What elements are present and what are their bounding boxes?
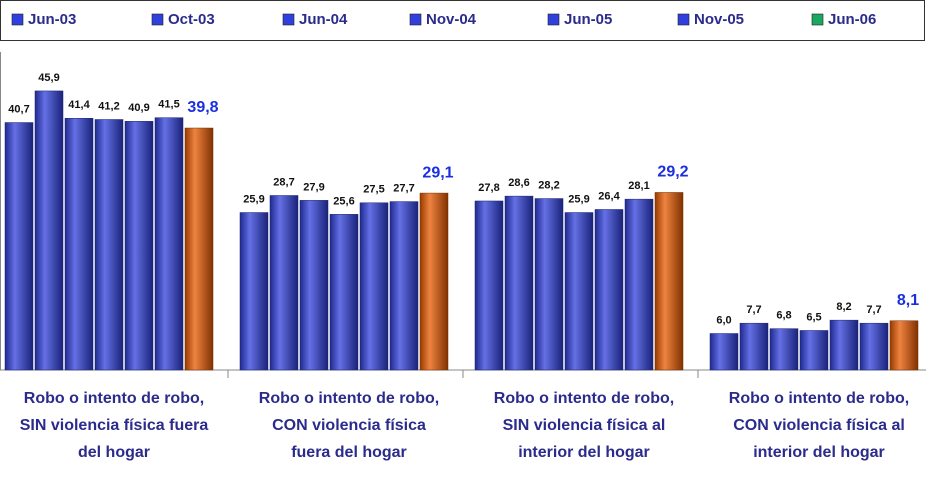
bar: [654, 192, 684, 371]
bar: [769, 328, 799, 371]
bar: [739, 322, 769, 371]
bar: [269, 195, 299, 371]
bar: [184, 127, 214, 371]
value-label: 28,1: [628, 180, 649, 192]
value-label: 7,7: [746, 304, 761, 316]
value-label: 28,2: [538, 179, 559, 191]
x-tick-label: Robo o intento de robo, SIN violencia fí…: [493, 390, 675, 461]
x-tick-label: Robo o intento de robo, SIN violencia fí…: [19, 390, 209, 461]
x-tick-label: Robo o intento de robo, CON violencia fí…: [728, 390, 910, 461]
bar: [799, 330, 829, 371]
bar: [389, 201, 419, 371]
bar: [419, 192, 449, 371]
bar: [889, 320, 919, 371]
bar: [594, 209, 624, 371]
bar: [299, 200, 329, 371]
value-label: 6,5: [806, 311, 821, 323]
value-label: 8,1: [897, 292, 919, 309]
bar: [474, 200, 504, 371]
category-label-box: Robo o intento de robo, SIN violencia fí…: [19, 390, 209, 461]
bar: [94, 119, 124, 371]
legend-marker: [811, 13, 824, 26]
value-label: 6,0: [716, 314, 731, 326]
value-label: 6,8: [776, 310, 791, 322]
value-label: 8,2: [836, 301, 851, 313]
bar: [504, 195, 534, 371]
value-label: 41,4: [68, 99, 90, 111]
value-label: 25,9: [243, 193, 264, 205]
value-label: 29,1: [422, 164, 453, 181]
value-label: 7,7: [866, 304, 881, 316]
value-label: 45,9: [38, 72, 59, 84]
category-label-box: Robo o intento de robo, SIN violencia fí…: [493, 390, 675, 461]
value-label: 39,8: [187, 99, 218, 116]
bar: [4, 122, 34, 371]
value-label: 26,4: [598, 190, 620, 202]
value-label: 25,6: [333, 195, 354, 207]
bar: [709, 333, 739, 371]
legend-marker: [547, 13, 560, 26]
bar: [34, 90, 64, 371]
value-label: 40,9: [128, 102, 149, 114]
value-label: 27,5: [363, 184, 384, 196]
value-label: 40,7: [8, 103, 29, 115]
legend-label: Jun-06: [828, 11, 876, 28]
bar: [154, 117, 184, 371]
bar: [859, 322, 889, 371]
category-label-box: Robo o intento de robo, CON violencia fí…: [728, 390, 910, 461]
legend-marker: [677, 13, 690, 26]
value-label: 27,7: [393, 182, 414, 194]
bar: [534, 198, 564, 371]
value-label: 25,9: [568, 193, 589, 205]
value-label: 41,2: [98, 100, 119, 112]
value-label: 41,5: [158, 99, 179, 111]
value-label: 27,8: [478, 182, 499, 194]
legend-label: Jun-04: [299, 11, 348, 28]
bar: [829, 319, 859, 371]
value-label: 29,2: [657, 164, 688, 181]
bar: [359, 202, 389, 371]
bar: [64, 118, 94, 371]
value-label: 28,7: [273, 176, 294, 188]
legend-label: Nov-05: [694, 11, 744, 28]
legend-label: Jun-03: [28, 11, 76, 28]
legend-marker: [151, 13, 164, 26]
category-label-box: Robo o intento de robo, CON violencia fí…: [258, 390, 440, 461]
bar: [239, 212, 269, 371]
x-tick-label: Robo o intento de robo, CON violencia fí…: [258, 390, 440, 461]
legend-marker: [282, 13, 295, 26]
value-label: 27,9: [303, 181, 324, 193]
legend-marker: [11, 13, 24, 26]
bar: [124, 121, 154, 371]
legend-label: Nov-04: [426, 11, 477, 28]
bar: [329, 214, 359, 371]
legend-label: Oct-03: [168, 11, 215, 28]
legend-marker: [409, 13, 422, 26]
value-label: 28,6: [508, 177, 529, 189]
bar: [624, 198, 654, 371]
bar: [564, 212, 594, 371]
legend-label: Jun-05: [564, 11, 612, 28]
